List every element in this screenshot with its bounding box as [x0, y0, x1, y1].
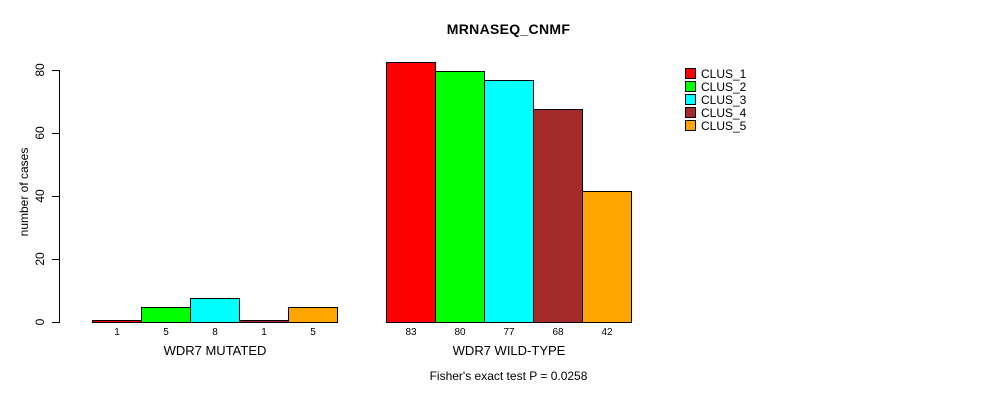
- legend-label: CLUS_1: [701, 67, 747, 81]
- bar-value-label: 1: [114, 327, 120, 338]
- bar-clus_5-group2: [582, 191, 632, 323]
- bar-value-label: 77: [503, 327, 515, 338]
- bar-clus_2-group1: [141, 307, 191, 323]
- category-label: WDR7 WILD-TYPE: [452, 343, 566, 358]
- legend-entry-clus_4: CLUS_4: [685, 106, 805, 120]
- bar-clus_5-group1: [288, 307, 338, 323]
- legend-swatch-clus_2: [685, 81, 696, 92]
- bar-clus_4-group1: [239, 320, 289, 323]
- bar-clus_2-group2: [435, 71, 485, 323]
- bar-value-label: 5: [163, 327, 169, 338]
- legend-swatch-clus_3: [685, 94, 696, 105]
- y-tick-label: 40: [33, 189, 47, 203]
- legend-entry-clus_3: CLUS_3: [685, 93, 805, 107]
- legend-label: CLUS_5: [701, 119, 747, 133]
- bar-value-label: 8: [212, 327, 218, 338]
- y-tick-mark: [52, 259, 59, 260]
- bar-value-label: 68: [552, 327, 564, 338]
- y-axis-line: [59, 70, 60, 323]
- bar-value-label: 80: [454, 327, 466, 338]
- legend-entry-clus_2: CLUS_2: [685, 80, 805, 94]
- legend-label: CLUS_4: [701, 106, 747, 120]
- legend-label: CLUS_3: [701, 93, 747, 107]
- y-tick-label: 20: [33, 252, 47, 266]
- y-tick-label: 80: [33, 63, 47, 77]
- bar-clus_3-group1: [190, 298, 240, 323]
- bar-value-label: 1: [261, 327, 267, 338]
- y-tick-label: 60: [33, 126, 47, 140]
- bar-value-label: 5: [310, 327, 316, 338]
- fisher-test-annotation: Fisher's exact test P = 0.0258: [429, 369, 588, 383]
- legend-swatch-clus_1: [685, 68, 696, 79]
- bar-clus_4-group2: [533, 109, 583, 323]
- y-tick-label: 0: [33, 318, 47, 326]
- bar-value-label: 42: [601, 327, 613, 338]
- bar-clus_1-group2: [386, 62, 436, 323]
- chart-title: MRNASEQ_CNMF: [446, 21, 571, 37]
- category-label: WDR7 MUTATED: [163, 343, 267, 358]
- legend-swatch-clus_4: [685, 107, 696, 118]
- legend-swatch-clus_5: [685, 120, 696, 131]
- y-tick-mark: [52, 196, 59, 197]
- legend-entry-clus_1: CLUS_1: [685, 67, 805, 81]
- bar-clus_3-group2: [484, 80, 534, 323]
- y-tick-mark: [52, 133, 59, 134]
- bar-value-label: 83: [405, 327, 417, 338]
- bar-clus_1-group1: [92, 320, 142, 323]
- y-tick-mark: [52, 70, 59, 71]
- y-tick-mark: [52, 322, 59, 323]
- legend-label: CLUS_2: [701, 80, 747, 94]
- y-axis-title: number of cases: [17, 147, 31, 237]
- legend-entry-clus_5: CLUS_5: [685, 119, 805, 133]
